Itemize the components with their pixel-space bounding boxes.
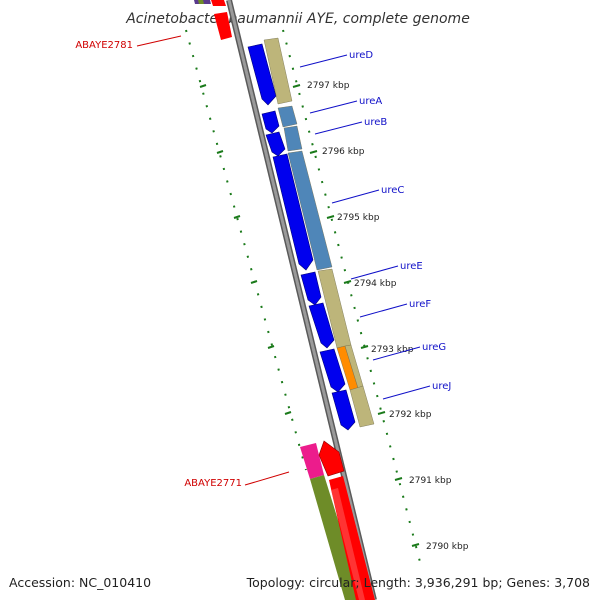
genome-backbone	[226, 0, 377, 600]
ureA-arrow	[261, 110, 280, 134]
kbp-label: 2790 kbp	[426, 542, 469, 552]
gene-label-ureB: ureB	[364, 117, 387, 128]
gene-label-ureE: ureE	[400, 261, 423, 272]
kbp-label: 2797 kbp	[307, 81, 350, 91]
gene-label-ureJ: ureJ	[432, 381, 451, 392]
gene-label-ureC: ureC	[381, 185, 404, 196]
gene-label-ureF: ureF	[409, 299, 431, 310]
kbp-label: 2794 kbp	[354, 279, 397, 289]
top-partial-features	[194, 0, 232, 40]
ureE-arrow	[300, 271, 322, 306]
gene-leader-lines	[299, 54, 431, 400]
map-title: Acinetobacter baumannii AYE, complete ge…	[125, 11, 470, 27]
reverse-gene	[214, 12, 232, 40]
bottom-features	[300, 440, 375, 600]
tick-track-right	[282, 29, 421, 563]
accession-text: Accession: NC_010410	[9, 575, 151, 590]
forward-genes	[247, 43, 356, 431]
left-major-ticks	[199, 84, 292, 415]
ureF-arrow	[308, 302, 335, 349]
ureB-arrow	[265, 131, 286, 157]
category-track	[263, 37, 375, 428]
locus-leader-lines	[136, 35, 290, 486]
gene-label-ureD: ureD	[349, 50, 373, 61]
kbp-label: 2791 kbp	[409, 476, 452, 486]
kbp-label: 2792 kbp	[389, 410, 432, 420]
gene-labels: ureD ureA ureB ureC ureE ureF ureG ureJ	[349, 50, 451, 392]
locus-label-ABAYE2771: ABAYE2771	[184, 478, 242, 489]
locus-label-ABAYE2781: ABAYE2781	[75, 40, 133, 51]
kbp-label: 2795 kbp	[337, 213, 380, 223]
kbp-label: 2796 kbp	[322, 147, 365, 157]
kbp-label: 2793 kbp	[371, 345, 414, 355]
kbp-tick-labels: 2797 kbp 2796 kbp 2795 kbp 2794 kbp 2793…	[307, 81, 469, 552]
ureC-arrow	[272, 153, 314, 271]
locus-labels: ABAYE2781 ABAYE2771	[75, 40, 242, 489]
major-ticks	[292, 84, 420, 547]
genome-summary-text: Topology: circular; Length: 3,936,291 bp…	[246, 575, 590, 590]
ureD-arrow	[247, 43, 277, 106]
gene-label-ureA: ureA	[359, 96, 382, 107]
ureG-arrow	[319, 348, 346, 393]
ureJ-arrow	[331, 389, 356, 431]
gene-label-ureG: ureG	[422, 342, 446, 353]
